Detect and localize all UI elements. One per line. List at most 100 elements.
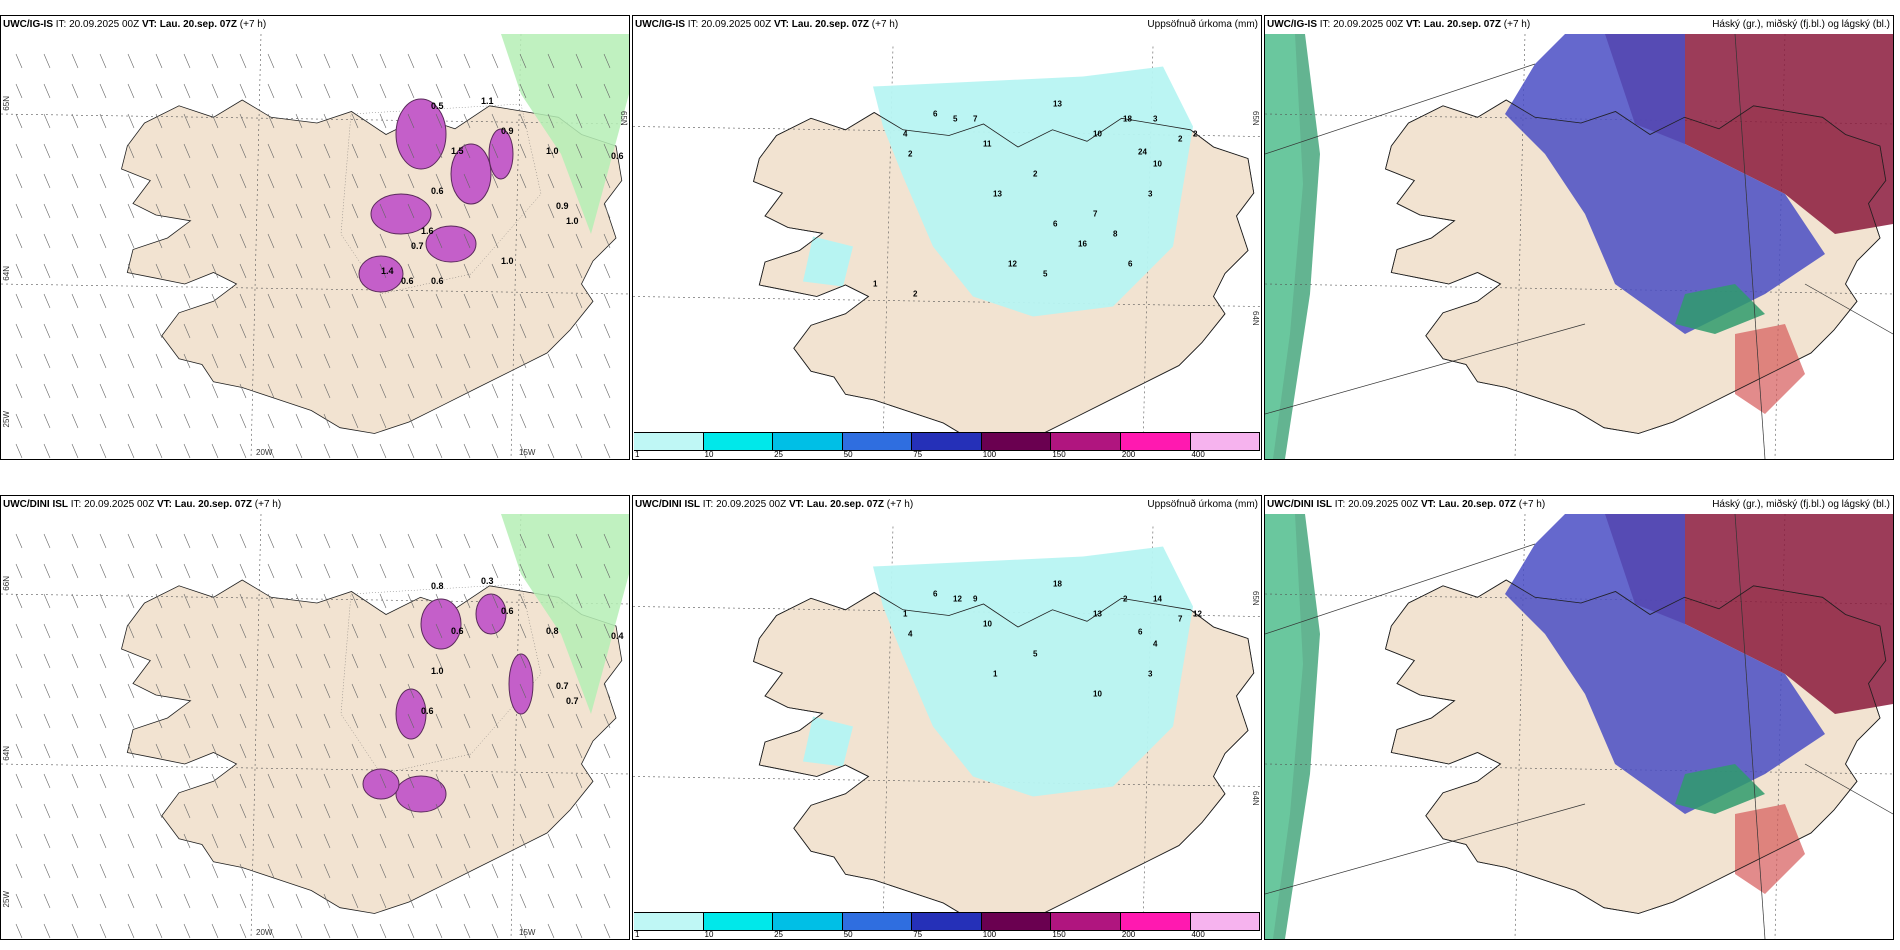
wind-barb <box>463 863 471 879</box>
precip-value-label: 0.6 <box>431 276 444 286</box>
precip-total-label: 10 <box>1093 690 1102 699</box>
precip-total-label: 2 <box>913 290 918 299</box>
wind-barb <box>435 233 443 249</box>
wind-barb <box>211 53 219 69</box>
wind-barb <box>15 443 23 459</box>
vt-value: Lau. 20.sep. 07Z <box>1438 499 1517 510</box>
colorbar-tick-label: 25 <box>774 450 784 459</box>
wind-barb <box>211 143 219 159</box>
wind-barb <box>127 863 135 879</box>
wind-barb <box>323 83 331 99</box>
precip-total-label: 1 <box>873 280 878 289</box>
wind-barb <box>491 833 499 849</box>
wind-barb <box>43 683 51 699</box>
low-cloud-area <box>1675 764 1765 814</box>
wind-barb <box>351 443 359 459</box>
wind-barb <box>491 443 499 459</box>
wind-barb <box>99 773 107 789</box>
wind-barb <box>351 803 359 819</box>
wind-barb <box>239 113 247 129</box>
wind-barb <box>547 623 555 639</box>
wind-barb <box>43 263 51 279</box>
wind-barb <box>491 683 499 699</box>
precip-magenta-cell <box>425 225 477 263</box>
panel-header: UWC/DINI ISL IT: 20.09.2025 00Z VT: Lau.… <box>3 499 281 510</box>
latitude-label: 64N <box>1251 791 1260 806</box>
wind-barb <box>155 443 163 459</box>
wind-barb <box>99 593 107 609</box>
wind-barb <box>575 803 583 819</box>
precip-colorbar: 1 10 25 50 75 100 150 200 400 <box>633 432 1261 459</box>
wind-barb <box>183 293 191 309</box>
vt-label: VT: <box>141 19 157 30</box>
colorbar-swatch <box>703 913 774 930</box>
wind-barb <box>491 773 499 789</box>
wind-barb <box>407 863 415 879</box>
wind-barb <box>323 743 331 759</box>
lead-time: (+7 h) <box>254 499 282 510</box>
wind-barb <box>463 383 471 399</box>
wind-barb <box>239 83 247 99</box>
wind-barb <box>15 293 23 309</box>
low-cloud-area <box>1265 34 1303 459</box>
wind-barb <box>491 293 499 309</box>
wind-barb <box>603 593 611 609</box>
colorbar-swatch <box>634 913 704 930</box>
wind-barb <box>435 383 443 399</box>
wind-barb <box>155 233 163 249</box>
wind-barb <box>519 383 527 399</box>
wind-barb <box>603 563 611 579</box>
wind-barb <box>491 623 499 639</box>
colorbar-tick-label: 75 <box>913 930 923 939</box>
wind-barb <box>239 173 247 189</box>
wind-barb <box>267 533 275 549</box>
it-value: 20.09.2025 00Z <box>701 19 772 30</box>
wind-barb <box>575 653 583 669</box>
wind-barb <box>43 113 51 129</box>
wind-barb <box>463 803 471 819</box>
wind-barb <box>351 563 359 579</box>
latitude-label: 64N <box>2 746 11 761</box>
wind-barb <box>15 623 23 639</box>
wind-barb <box>379 353 387 369</box>
wind-barb <box>211 923 219 939</box>
precip-magenta-cell <box>508 653 534 715</box>
wind-barb <box>295 383 303 399</box>
wind-barb <box>183 353 191 369</box>
precip-value-label: 0.6 <box>401 276 414 286</box>
wind-barb <box>463 233 471 249</box>
wind-barb <box>519 833 527 849</box>
wind-barb <box>519 173 527 189</box>
wind-barb <box>519 533 527 549</box>
wind-barb <box>239 653 247 669</box>
wind-barb <box>127 923 135 939</box>
precip-magenta-cell <box>395 775 447 813</box>
wind-barb <box>15 173 23 189</box>
wind-barb <box>603 233 611 249</box>
wind-barb <box>519 713 527 729</box>
wind-barb <box>15 803 23 819</box>
it-value: 20.09.2025 00Z <box>716 499 787 510</box>
wind-barb <box>519 563 527 579</box>
precip-value-label: 1.0 <box>546 146 559 156</box>
wind-barb <box>435 293 443 309</box>
wind-barb <box>71 773 79 789</box>
wind-barb <box>267 383 275 399</box>
wind-barb <box>323 203 331 219</box>
wind-barb <box>155 293 163 309</box>
wind-barb <box>603 803 611 819</box>
wind-barb <box>211 533 219 549</box>
it-label: IT: <box>1334 499 1346 510</box>
precip-total-label: 3 <box>1153 115 1158 124</box>
wind-barb <box>183 143 191 159</box>
wind-barb <box>155 803 163 819</box>
wind-barb <box>211 743 219 759</box>
precip-total-label: 9 <box>973 595 978 604</box>
wind-barb <box>379 383 387 399</box>
lead-time: (+7 h) <box>886 499 914 510</box>
precip-total-label: 5 <box>1043 270 1048 279</box>
wind-barb <box>519 893 527 909</box>
wind-barb <box>547 413 555 429</box>
wind-barb <box>43 323 51 339</box>
wind-barb <box>351 683 359 699</box>
